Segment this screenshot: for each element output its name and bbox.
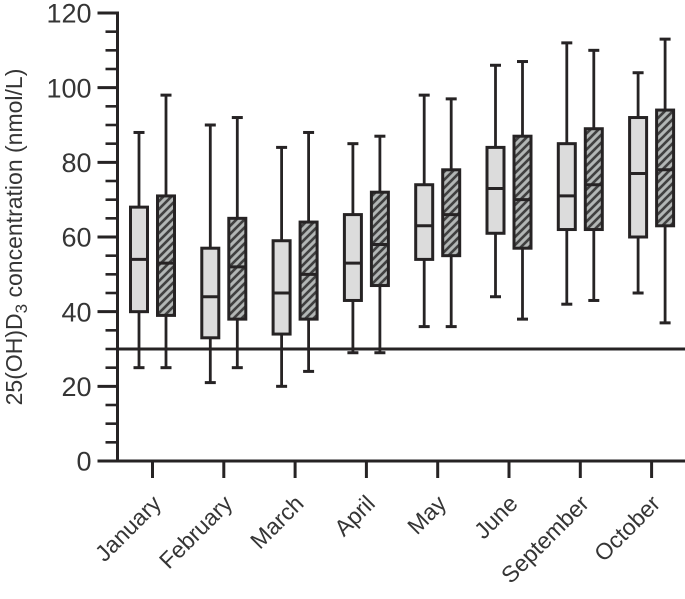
box-group-april-series-1 — [342, 142, 363, 355]
y-axis-title: 25(OH)D3 concentration (nmol/L) — [1, 69, 31, 406]
box-rect — [655, 108, 676, 228]
y-tick-label: 20 — [61, 372, 91, 402]
box-rect — [156, 194, 176, 317]
box-group-september-series-1 — [556, 41, 577, 306]
x-tick-label-february: February — [154, 490, 238, 574]
box-rect — [628, 116, 649, 239]
box-group-february-series-1 — [200, 123, 221, 385]
x-tick-label-march: March — [245, 490, 309, 554]
y-tick-label: 80 — [61, 148, 91, 178]
box-group-june-series-2 — [512, 60, 533, 321]
box-group-october-series-2 — [655, 37, 676, 325]
box-rect — [227, 216, 248, 321]
box-rect — [556, 142, 577, 232]
box-group-february-series-2 — [227, 116, 248, 370]
box-rect — [342, 213, 363, 302]
x-tick-label-october: October — [589, 490, 665, 566]
box-group-january-series-1 — [129, 130, 149, 370]
box-rect — [583, 127, 604, 232]
x-tick-label-april: April — [329, 490, 380, 541]
y-tick-label: 60 — [61, 223, 91, 253]
box-group-september-series-2 — [583, 48, 604, 302]
box-rect — [485, 145, 506, 235]
box-rect — [512, 134, 533, 250]
box-rect — [414, 183, 435, 261]
box-group-march-series-1 — [271, 145, 292, 388]
y-tick-label: 100 — [46, 73, 91, 103]
y-tick-label: 40 — [61, 297, 91, 327]
box-rect — [200, 246, 221, 340]
box-group-may-series-1 — [414, 93, 435, 329]
box-group-june-series-1 — [485, 63, 506, 299]
box-group-may-series-2 — [441, 97, 462, 329]
x-tick-label-may: May — [402, 490, 451, 539]
y-tick-label: 0 — [76, 447, 91, 477]
box-rect — [298, 220, 319, 321]
y-tick-label: 120 — [46, 0, 91, 29]
box-rect — [441, 168, 462, 258]
box-group-january-series-2 — [156, 93, 176, 370]
box-group-march-series-2 — [298, 130, 319, 373]
box-rect — [369, 190, 390, 288]
box-group-october-series-1 — [628, 71, 649, 295]
x-tick-label-june: June — [469, 490, 523, 544]
box-group-april-series-2 — [369, 134, 390, 355]
box-rect — [271, 239, 292, 336]
